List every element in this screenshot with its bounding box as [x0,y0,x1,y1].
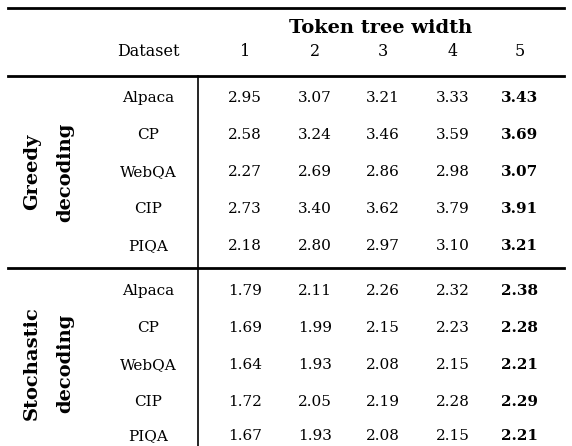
Text: 3.91: 3.91 [502,202,539,216]
Text: 2: 2 [310,42,320,59]
Text: PIQA: PIQA [128,239,168,253]
Text: 3.10: 3.10 [436,239,470,253]
Text: Alpaca: Alpaca [122,284,174,298]
Text: 2.80: 2.80 [298,239,332,253]
Text: 1.69: 1.69 [228,321,262,335]
Text: 1.79: 1.79 [228,284,262,298]
Text: 3.07: 3.07 [502,165,539,179]
Text: 2.18: 2.18 [228,239,262,253]
Text: 2.05: 2.05 [298,395,332,409]
Text: 2.27: 2.27 [228,165,262,179]
Text: 2.21: 2.21 [502,429,538,443]
Text: 2.38: 2.38 [502,284,539,298]
Text: 2.15: 2.15 [436,429,470,443]
Text: 3.79: 3.79 [436,202,470,216]
Text: CP: CP [137,128,159,142]
Text: 2.15: 2.15 [366,321,400,335]
Text: Greedy: Greedy [23,134,41,210]
Text: 3.62: 3.62 [366,202,400,216]
Text: decoding: decoding [56,314,74,413]
Text: 3.59: 3.59 [436,128,470,142]
Text: Token tree width: Token tree width [289,19,472,37]
Text: 3.24: 3.24 [298,128,332,142]
Text: 2.58: 2.58 [228,128,262,142]
Text: 3.46: 3.46 [366,128,400,142]
Text: 2.97: 2.97 [366,239,400,253]
Text: 3.07: 3.07 [298,91,332,105]
Text: 4: 4 [448,42,458,59]
Text: 1: 1 [240,42,250,59]
Text: WebQA: WebQA [120,358,176,372]
Text: 1.64: 1.64 [228,358,262,372]
Text: 1.99: 1.99 [298,321,332,335]
Text: PIQA: PIQA [128,429,168,443]
Text: CIP: CIP [134,395,162,409]
Text: 2.98: 2.98 [436,165,470,179]
Text: 2.86: 2.86 [366,165,400,179]
Text: CP: CP [137,321,159,335]
Text: 2.32: 2.32 [436,284,470,298]
Text: 1.93: 1.93 [298,358,332,372]
Text: 2.69: 2.69 [298,165,332,179]
Text: 3.43: 3.43 [502,91,539,105]
Text: 3.33: 3.33 [436,91,470,105]
Text: 5: 5 [515,42,525,59]
Text: 2.73: 2.73 [228,202,262,216]
Text: decoding: decoding [56,122,74,222]
Text: 2.15: 2.15 [436,358,470,372]
Text: Dataset: Dataset [117,42,179,59]
Text: Stochastic: Stochastic [23,306,41,421]
Text: 2.11: 2.11 [298,284,332,298]
Text: 2.19: 2.19 [366,395,400,409]
Text: 3.21: 3.21 [502,239,539,253]
Text: 2.28: 2.28 [502,321,538,335]
Text: 2.08: 2.08 [366,429,400,443]
Text: 2.26: 2.26 [366,284,400,298]
Text: 1.93: 1.93 [298,429,332,443]
Text: 2.21: 2.21 [502,358,538,372]
Text: 2.28: 2.28 [436,395,470,409]
Text: WebQA: WebQA [120,165,176,179]
Text: CIP: CIP [134,202,162,216]
Text: Alpaca: Alpaca [122,91,174,105]
Text: 3.40: 3.40 [298,202,332,216]
Text: 3: 3 [378,42,388,59]
Text: 2.23: 2.23 [436,321,470,335]
Text: 1.72: 1.72 [228,395,262,409]
Text: 2.29: 2.29 [502,395,538,409]
Text: 3.21: 3.21 [366,91,400,105]
Text: 2.95: 2.95 [228,91,262,105]
Text: 2.08: 2.08 [366,358,400,372]
Text: 3.69: 3.69 [502,128,539,142]
Text: 1.67: 1.67 [228,429,262,443]
